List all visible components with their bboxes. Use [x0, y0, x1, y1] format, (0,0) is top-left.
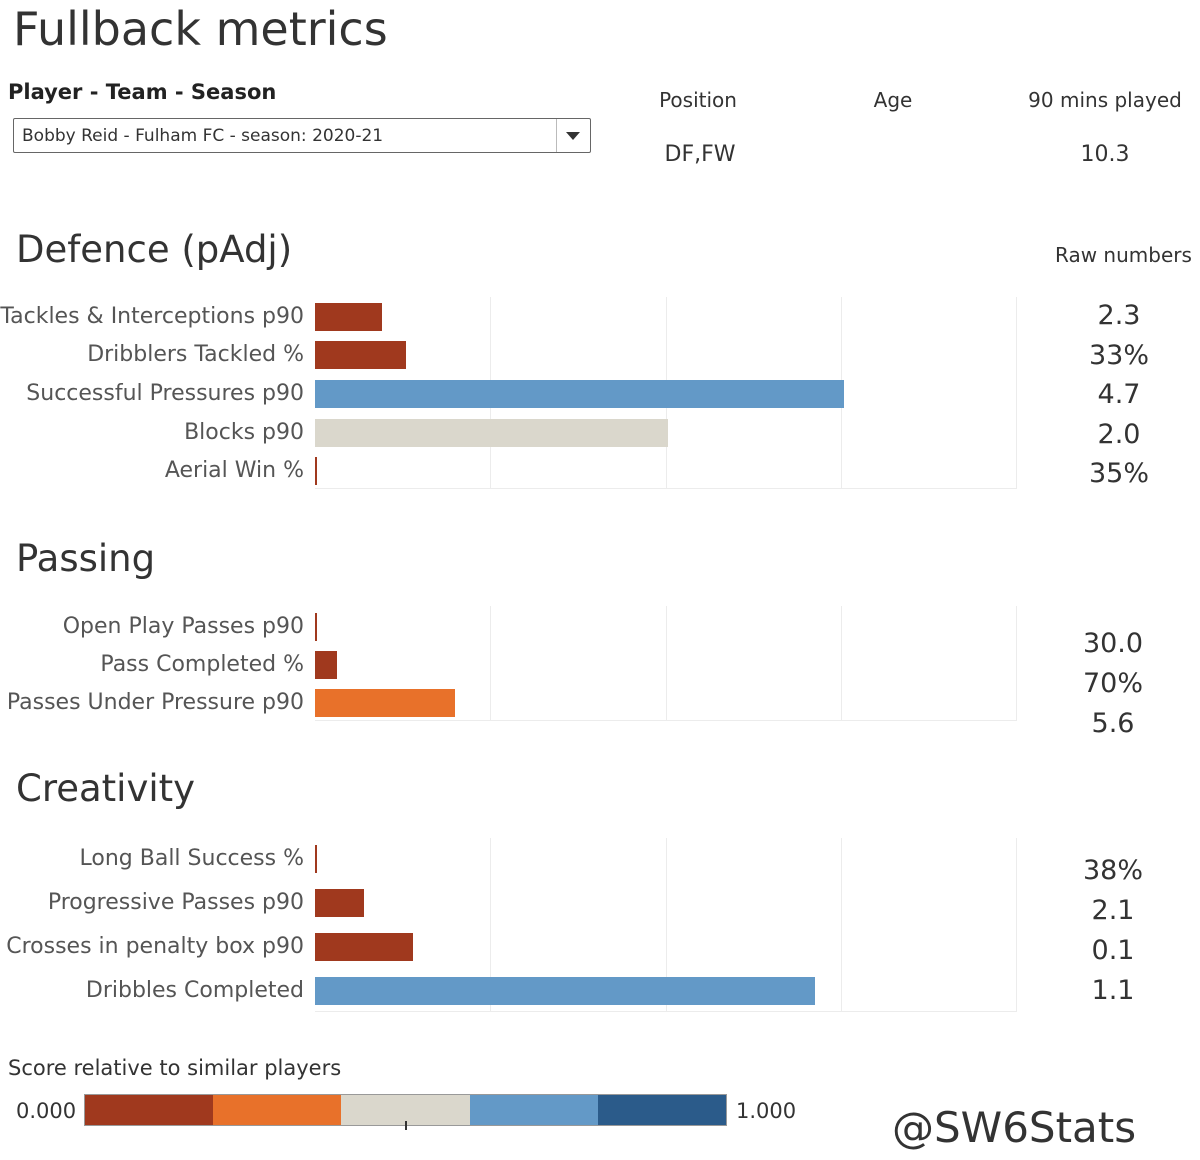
bar: [315, 933, 414, 961]
bar: [315, 651, 338, 679]
raw-number: 2.3: [1097, 300, 1141, 331]
bar: [315, 613, 318, 641]
legend-swatch-3: [341, 1095, 470, 1125]
dropdown-divider: [556, 119, 557, 152]
gridline: [1016, 606, 1017, 721]
section-title: Creativity: [16, 767, 196, 810]
bar: [315, 419, 668, 447]
metric-label: Blocks p90: [184, 420, 304, 445]
bar-panel: [315, 838, 1017, 1012]
bar: [315, 303, 382, 331]
metric-label: Successful Pressures p90: [26, 381, 304, 406]
section-title: Passing: [16, 537, 156, 580]
bar: [315, 889, 365, 917]
bar: [315, 457, 318, 485]
raw-number: 38%: [1082, 855, 1143, 886]
bar: [315, 689, 456, 717]
page-title: Fullback metrics: [13, 2, 388, 56]
gridline: [841, 838, 842, 1012]
metric-label: Passes Under Pressure p90: [6, 690, 304, 715]
watermark: @SW6Stats: [892, 1103, 1137, 1152]
legend-max-label: 1.000: [736, 1099, 797, 1123]
metric-label: Dribbles Completed: [85, 978, 304, 1003]
metric-label: Pass Completed %: [100, 652, 304, 677]
metric-label: Crosses in penalty box p90: [6, 934, 304, 959]
gridline: [490, 838, 491, 1012]
legend-swatch-5: [597, 1095, 727, 1125]
raw-number: 5.6: [1091, 708, 1135, 739]
bar-panel: [315, 606, 1017, 721]
position-header: Position: [659, 88, 737, 112]
gridline: [666, 606, 667, 721]
bar: [315, 341, 407, 369]
panel-baseline: [315, 720, 1016, 721]
raw-number: 0.1: [1091, 935, 1135, 966]
bar: [315, 380, 845, 408]
bar-panel: [315, 297, 1017, 489]
metric-label: Progressive Passes p90: [47, 890, 304, 915]
player-selector-value: Bobby Reid - Fulham FC - season: 2020-21: [22, 126, 384, 146]
legend-swatch-2: [213, 1095, 342, 1125]
raw-number: 70%: [1082, 668, 1143, 699]
panel-baseline: [315, 488, 1016, 489]
raw-number: 2.1: [1091, 895, 1135, 926]
gridline: [666, 838, 667, 1012]
mins-played-header: 90 mins played: [1028, 88, 1182, 112]
raw-numbers-header: Raw numbers: [1055, 243, 1192, 267]
raw-number: 30.0: [1082, 628, 1144, 659]
section-title: Defence (pAdj): [16, 228, 293, 271]
metric-label: Long Ball Success %: [79, 846, 304, 871]
raw-number: 35%: [1088, 458, 1149, 489]
legend-tick-mark: [405, 1121, 407, 1130]
metric-label: Tackles & Interceptions p90: [0, 304, 304, 329]
metric-label: Dribblers Tackled %: [87, 342, 304, 367]
player-selector-dropdown[interactable]: Bobby Reid - Fulham FC - season: 2020-21: [13, 118, 591, 153]
metric-label: Aerial Win %: [164, 458, 304, 483]
position-value: DF,FW: [664, 142, 736, 167]
raw-number: 4.7: [1097, 379, 1141, 410]
raw-number: 2.0: [1097, 418, 1141, 450]
gridline: [490, 606, 491, 721]
panel-baseline: [315, 1011, 1016, 1012]
legend-swatch-1: [85, 1095, 214, 1125]
chevron-down-icon[interactable]: [566, 132, 580, 140]
gridline: [1016, 838, 1017, 1012]
gridline: [841, 606, 842, 721]
legend-swatch-4: [469, 1095, 598, 1125]
bar: [315, 845, 318, 873]
mins-played-value: 10.3: [1080, 142, 1130, 167]
raw-number: 33%: [1088, 339, 1149, 371]
gridline: [1016, 297, 1017, 489]
metric-label: Open Play Passes p90: [62, 614, 304, 639]
age-header: Age: [873, 88, 913, 112]
player-selector-label: Player - Team - Season: [8, 80, 277, 104]
bar: [315, 977, 815, 1005]
legend-title: Score relative to similar players: [8, 1056, 342, 1080]
legend-min-label: 0.000: [16, 1099, 77, 1123]
raw-number: 1.1: [1091, 975, 1135, 1006]
